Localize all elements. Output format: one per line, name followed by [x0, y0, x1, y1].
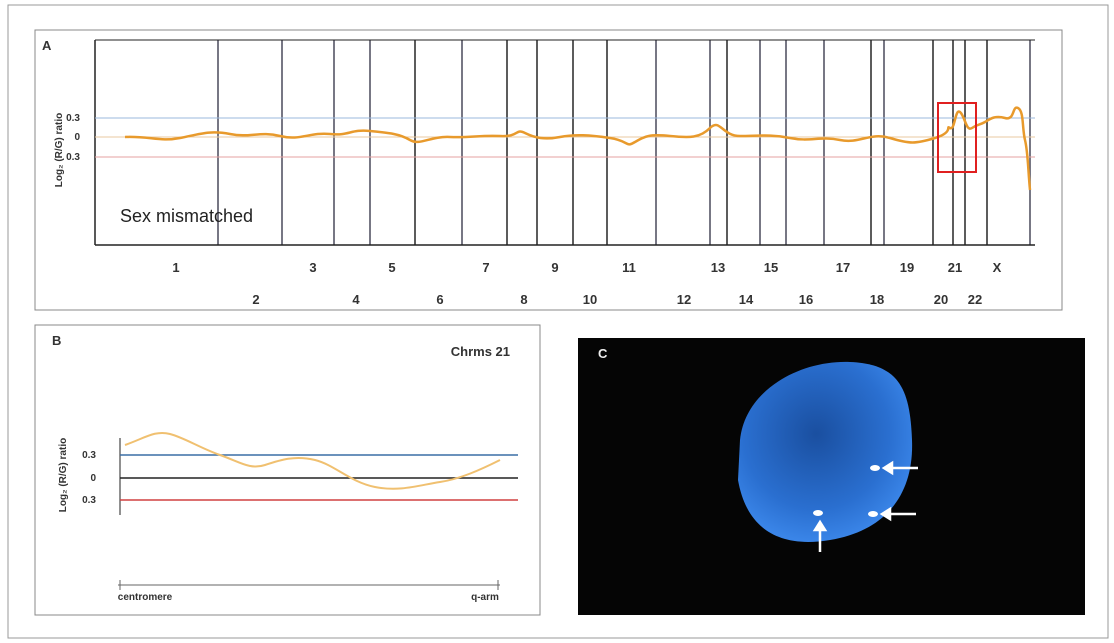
chromosome-label: 15 — [764, 260, 778, 275]
x-tick-label: q-arm — [471, 592, 499, 603]
y-tick-label: 0.3 — [66, 152, 80, 163]
panel-label: B — [52, 333, 61, 348]
chromosome-label: 3 — [309, 260, 316, 275]
panel-title: Chrms 21 — [451, 344, 510, 359]
annotation: Sex mismatched — [120, 206, 253, 226]
y-axis-label: Log₂ (R/G) ratio — [58, 438, 69, 512]
y-tick-label: 0.3 — [82, 450, 96, 461]
figure: A 0.3 0 0.3 Log₂ (R/G) ratio Sex mismatc… — [0, 0, 1114, 643]
chromosome-label: 2 — [252, 292, 259, 307]
panel-label: C — [598, 346, 608, 361]
y-tick-label: 0.3 — [82, 495, 96, 506]
chromosome-label: 9 — [551, 260, 558, 275]
y-tick-label: 0 — [90, 473, 96, 484]
signal — [870, 465, 880, 471]
chromosome-label: 6 — [436, 292, 443, 307]
chromosome-label: 17 — [836, 260, 850, 275]
trace — [125, 108, 1030, 190]
y-tick-label: 0.3 — [66, 113, 80, 124]
chromosome-label: 4 — [352, 292, 360, 307]
trace — [125, 433, 500, 489]
chromosome-label: 8 — [520, 292, 527, 307]
panel-label: A — [42, 38, 52, 53]
chromosome-label: 20 — [934, 292, 948, 307]
chromosome-label: 12 — [677, 292, 691, 307]
chromosome-label: 5 — [388, 260, 395, 275]
y-tick-label: 0 — [74, 132, 80, 143]
chromosome-label: X — [993, 260, 1002, 275]
chromosome-label: 11 — [622, 260, 636, 275]
signal — [868, 511, 878, 517]
x-tick-label: centromere — [118, 592, 173, 603]
chromosome-label: 19 — [900, 260, 914, 275]
chromosome-label: 14 — [739, 292, 754, 307]
chromosome-label: 13 — [711, 260, 725, 275]
page: {"panels": [ {"label": "A", "y_axis_labe… — [0, 0, 1114, 643]
chromosome-label: 7 — [482, 260, 489, 275]
chromosome-label: 16 — [799, 292, 813, 307]
chromosome-label: 18 — [870, 292, 884, 307]
y-axis-label: Log₂ (R/G) ratio — [54, 113, 65, 187]
chromosome-label: 10 — [583, 292, 597, 307]
chromosome-label: 1 — [172, 260, 179, 275]
chromosome-label: 22 — [968, 292, 982, 307]
panel-b-border — [35, 325, 540, 615]
signal — [813, 510, 823, 516]
chromosome-label: 21 — [948, 260, 962, 275]
